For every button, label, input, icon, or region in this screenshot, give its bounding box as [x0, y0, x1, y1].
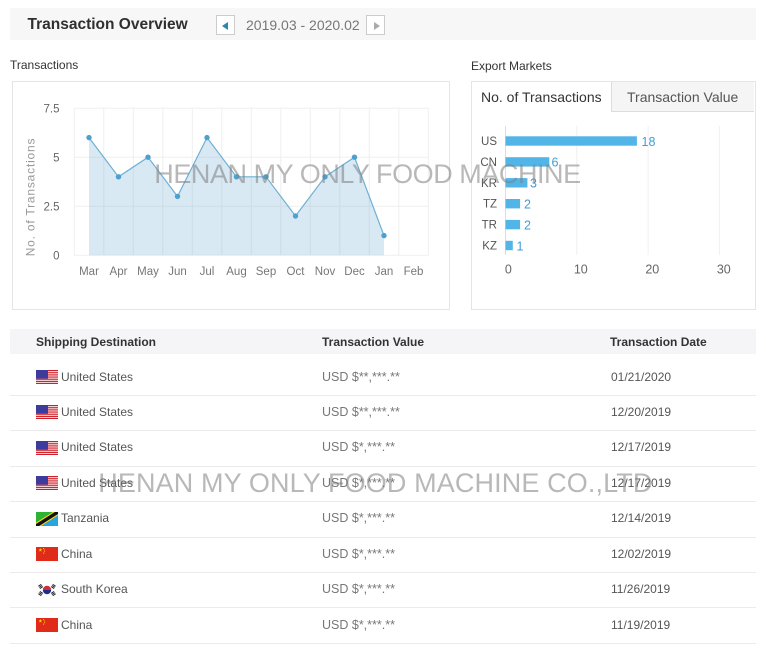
svg-text:0: 0	[53, 251, 59, 263]
svg-text:Dec: Dec	[344, 266, 365, 278]
svg-text:0: 0	[505, 263, 512, 277]
svg-text:Sep: Sep	[256, 266, 276, 278]
svg-text:TZ: TZ	[483, 199, 497, 211]
svg-text:May: May	[137, 266, 159, 278]
svg-text:Aug: Aug	[226, 266, 246, 278]
svg-text:US: US	[481, 136, 497, 148]
svg-text:Oct: Oct	[287, 266, 306, 278]
svg-text:20: 20	[645, 263, 659, 277]
svg-text:Mar: Mar	[79, 266, 99, 278]
svg-text:No. of Transactions: No. of Transactions	[24, 138, 38, 257]
svg-text:KR: KR	[481, 178, 497, 190]
svg-text:18: 18	[642, 135, 656, 149]
svg-text:Apr: Apr	[110, 266, 128, 278]
svg-text:2: 2	[524, 198, 531, 212]
svg-text:Feb: Feb	[404, 266, 424, 278]
svg-text:Jul: Jul	[200, 266, 215, 278]
svg-text:3: 3	[530, 177, 537, 191]
svg-text:5: 5	[53, 153, 59, 165]
svg-text:6: 6	[552, 156, 559, 170]
svg-text:Nov: Nov	[315, 266, 336, 278]
svg-text:Jun: Jun	[168, 266, 187, 278]
svg-text:Jan: Jan	[375, 266, 394, 278]
svg-text:2.5: 2.5	[44, 202, 60, 214]
svg-text:30: 30	[717, 263, 731, 277]
svg-text:2: 2	[524, 218, 531, 232]
svg-text:CN: CN	[480, 157, 497, 169]
svg-text:10: 10	[574, 263, 588, 277]
svg-text:7.5: 7.5	[44, 104, 60, 116]
svg-text:KZ: KZ	[482, 241, 497, 253]
svg-text:1: 1	[517, 239, 524, 253]
svg-text:TR: TR	[482, 220, 497, 232]
